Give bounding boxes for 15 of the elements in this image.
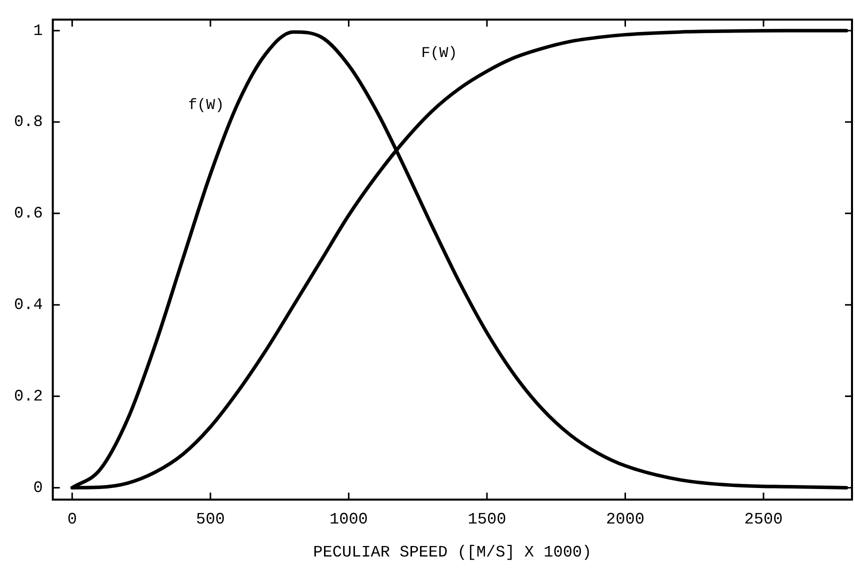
series-label: f(W) — [188, 96, 224, 114]
x-tick-label: 2500 — [744, 510, 783, 528]
y-tick-label: 0 — [33, 478, 43, 497]
y-tick-label: 0.2 — [14, 388, 43, 406]
x-tick-label: 1000 — [329, 510, 368, 528]
x-axis-title: PECULIAR SPEED ([M/S] X 1000) — [313, 544, 592, 562]
y-tick-label: 0.6 — [14, 204, 43, 223]
y-tick-label: 0.8 — [14, 113, 43, 132]
series-label: F(W) — [421, 45, 458, 62]
x-tick-label: 2000 — [606, 510, 644, 528]
x-tick-label: 0 — [67, 510, 77, 528]
y-tick-label: 1 — [33, 22, 43, 40]
x-tick-label: 500 — [196, 510, 225, 528]
x-tick-label: 1500 — [468, 510, 506, 528]
y-tick-label: 0.4 — [14, 296, 43, 314]
